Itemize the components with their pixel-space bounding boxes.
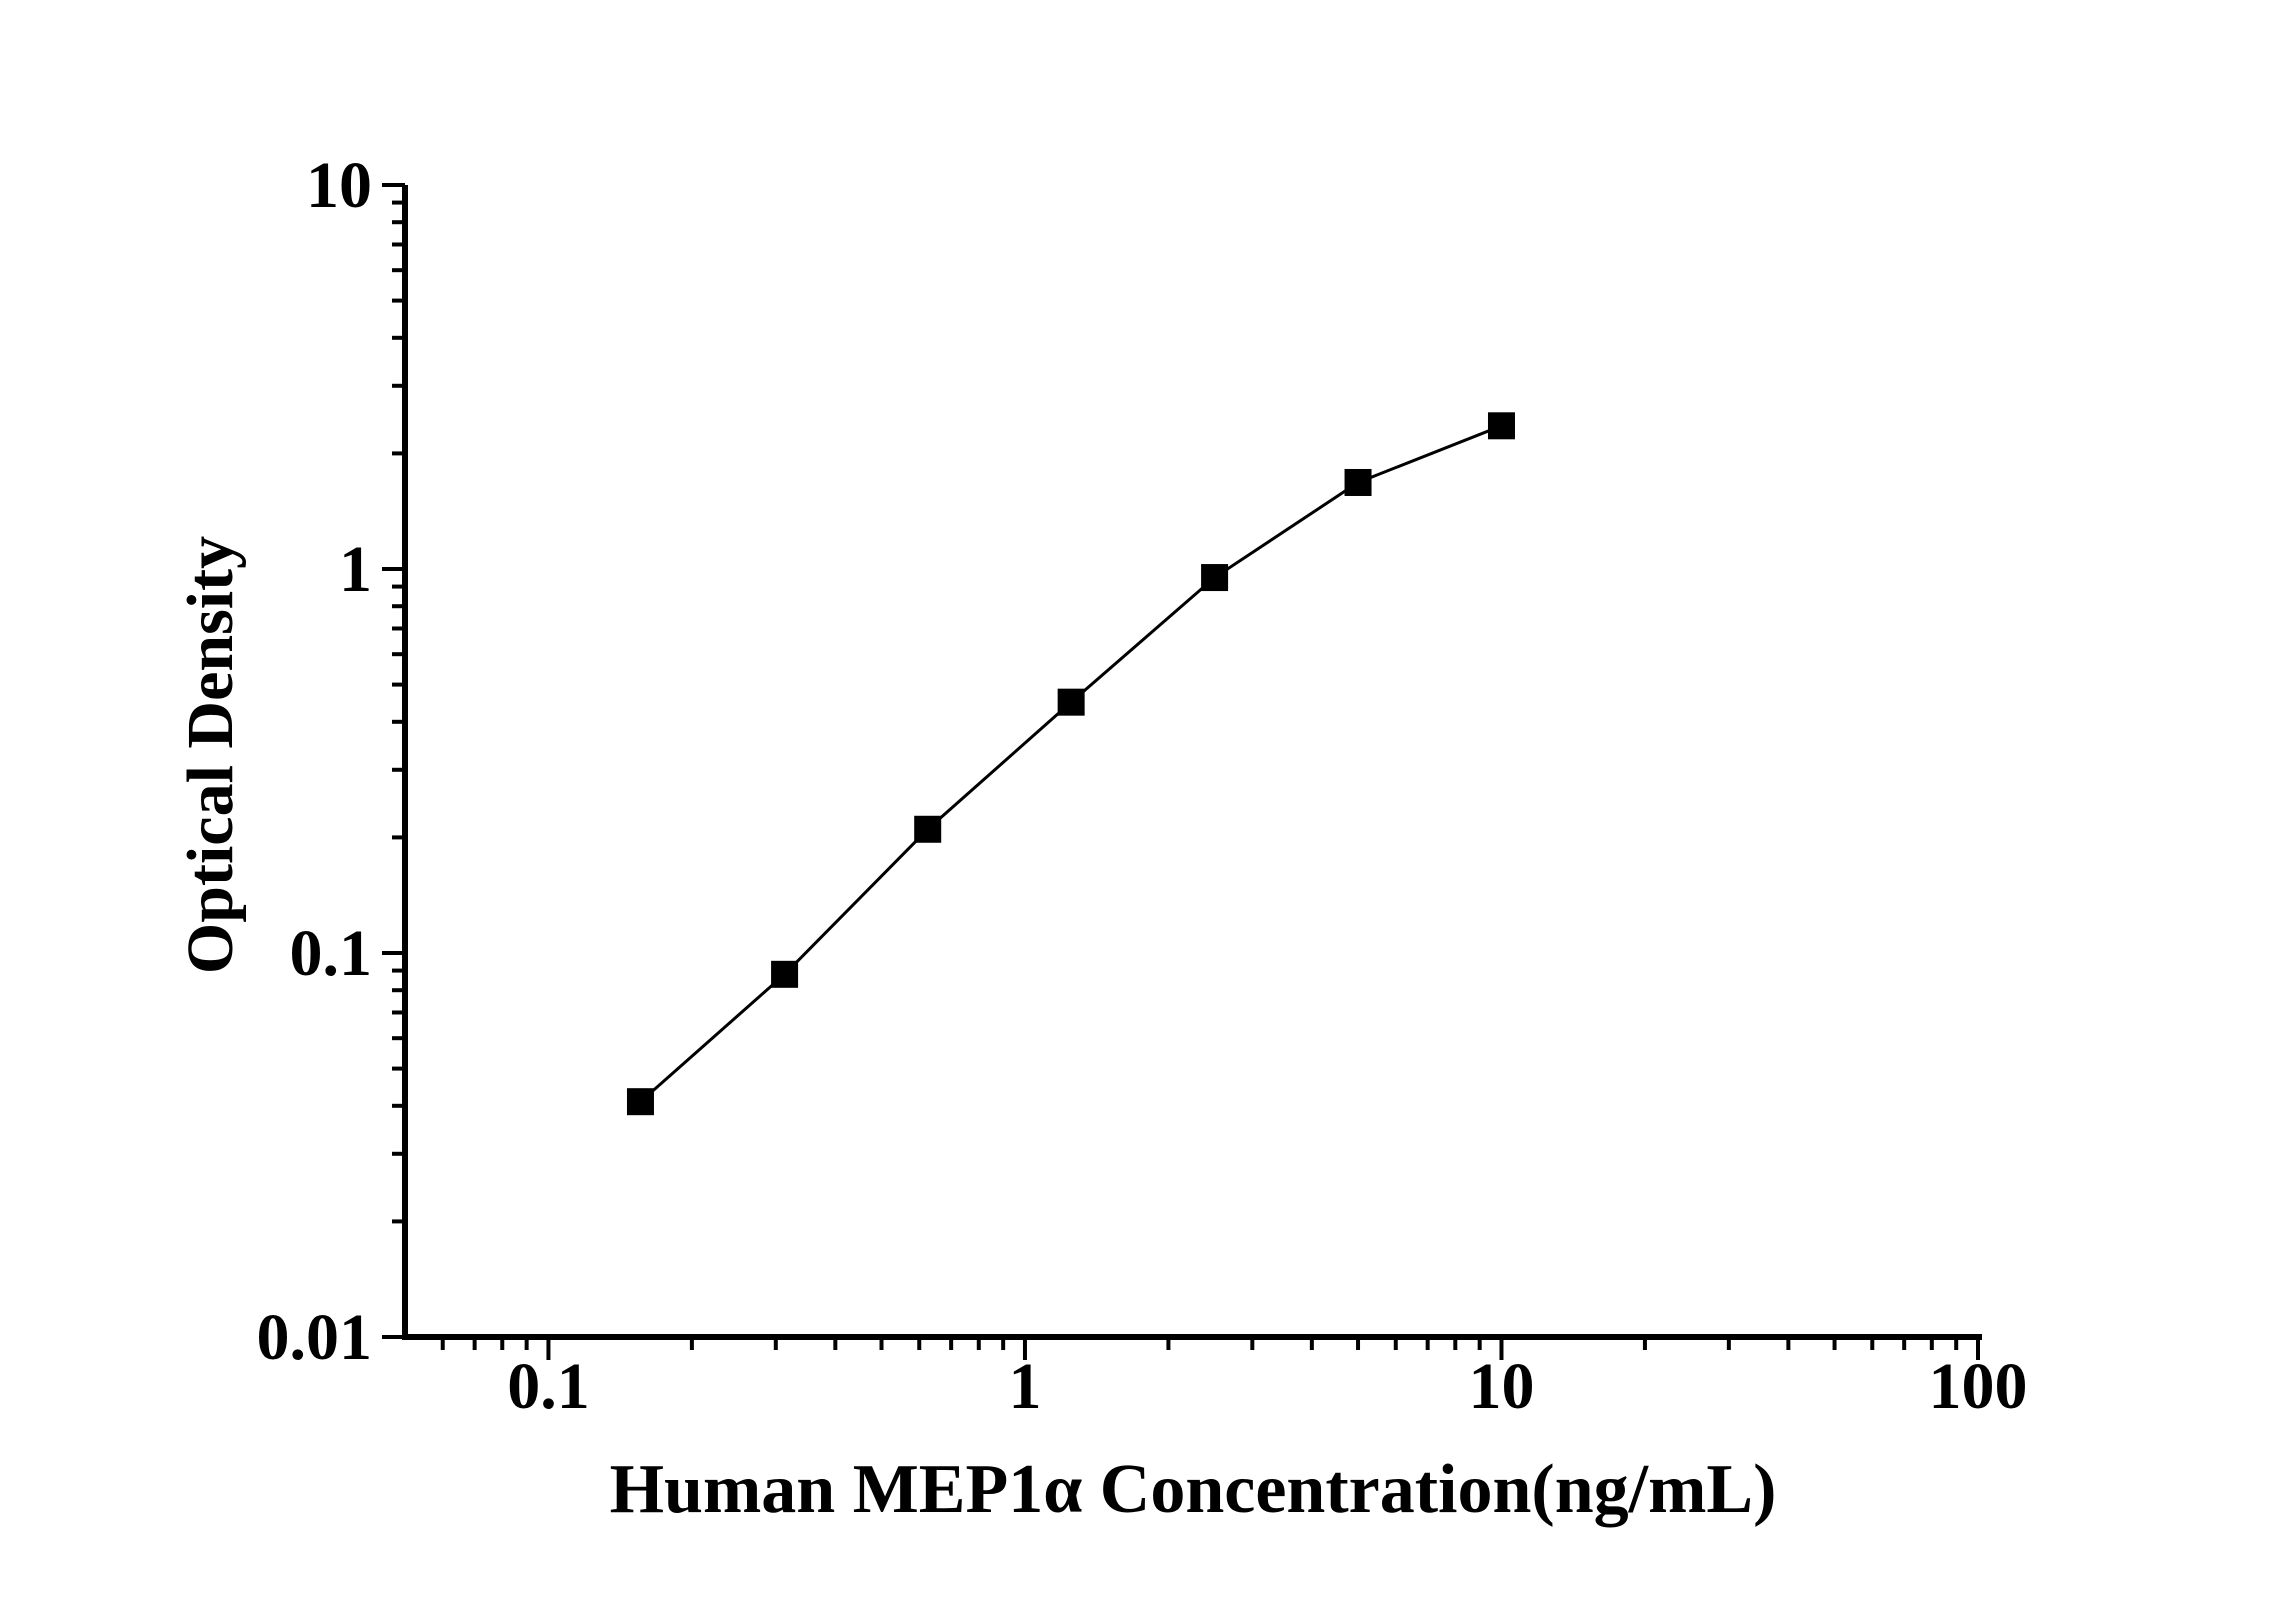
x-axis-title: Human MEP1α Concentration(ng/mL) [610, 1451, 1777, 1528]
series-layer [626, 412, 1515, 1116]
y-tick-label: 0.1 [290, 917, 373, 990]
x-tick-label: 10 [1468, 1350, 1534, 1423]
data-point-marker [1344, 468, 1372, 496]
data-point-marker [914, 815, 942, 843]
y-tick-label: 0.01 [257, 1301, 373, 1374]
data-point-marker [771, 960, 799, 988]
x-tick-label: 0.1 [507, 1350, 590, 1423]
x-tick-label: 1 [1008, 1350, 1041, 1423]
y-tick-label: 1 [339, 533, 372, 606]
series-line [639, 424, 1503, 1103]
data-point-marker [1057, 688, 1085, 716]
y-axis-title: Optical Density [174, 536, 247, 974]
data-point-marker [1487, 412, 1515, 440]
x-tick-label: 100 [1929, 1350, 2028, 1423]
axes-layer: 0.1 1 10 100 0.01 0.1 1 10 [257, 149, 2028, 1423]
data-point-marker [1201, 564, 1229, 592]
data-point-marker [626, 1088, 654, 1116]
y-tick-label: 10 [306, 149, 372, 222]
